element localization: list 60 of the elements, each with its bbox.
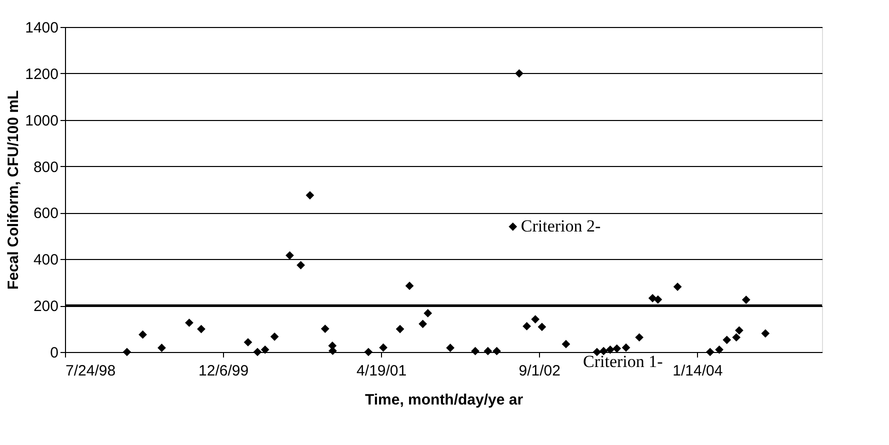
y-tick-label: 1400: [25, 20, 58, 36]
point: [735, 326, 744, 335]
point: [253, 348, 262, 356]
annotation: Criterion 1-: [583, 352, 664, 371]
point: [260, 345, 270, 354]
point: [484, 346, 492, 356]
point: [446, 344, 454, 352]
point: [531, 315, 540, 324]
point: [515, 69, 524, 78]
x-tick-label: 7/24/98: [66, 362, 116, 380]
point: [761, 329, 770, 338]
point: [538, 322, 546, 332]
point: [418, 320, 427, 328]
y-tick-label: 800: [33, 158, 58, 176]
point: [635, 333, 644, 342]
point: [405, 282, 414, 290]
point: [508, 222, 518, 231]
point: [296, 260, 305, 270]
point: [158, 344, 166, 352]
annotation: Criterion 2-: [520, 216, 602, 236]
point: [320, 324, 330, 333]
point: [379, 343, 388, 352]
point: [244, 338, 252, 346]
point: [654, 295, 662, 304]
point: [706, 348, 714, 356]
point: [364, 348, 373, 356]
y-tick-label: 1200: [25, 66, 58, 83]
x-tick-label: 4/19/01: [356, 362, 407, 380]
point: [424, 309, 432, 318]
y-tick-label: 200: [33, 298, 58, 316]
x-tick-label: 12/6/99: [198, 362, 249, 380]
point: [742, 296, 750, 304]
point: [522, 322, 531, 330]
point: [122, 348, 132, 356]
point: [622, 343, 630, 352]
point: [286, 251, 294, 260]
point: [606, 345, 614, 354]
point: [270, 332, 279, 341]
y-tick-label: 0: [50, 344, 58, 362]
x-axis-title: Time, month/day/ye ar: [364, 392, 524, 408]
point: [138, 330, 147, 339]
point: [306, 191, 314, 200]
point: [732, 333, 741, 342]
y-axis-title: Fecal Coliform, CFU/100 mL: [5, 90, 22, 290]
y-tick-label: 400: [33, 252, 58, 269]
y-tick-label: 600: [33, 205, 58, 222]
x-tick-label: 1/14/04: [672, 362, 723, 380]
point: [715, 345, 724, 354]
point: [197, 324, 206, 334]
point: [471, 346, 480, 356]
y-tick-label: 1000: [25, 112, 58, 130]
point: [492, 346, 501, 356]
point: [562, 340, 570, 348]
point: [599, 346, 608, 356]
point: [185, 318, 194, 327]
point: [722, 336, 732, 344]
x-tick-label: 9/1/02: [518, 362, 560, 380]
point: [612, 344, 622, 353]
point: [396, 324, 404, 334]
point: [673, 282, 682, 291]
